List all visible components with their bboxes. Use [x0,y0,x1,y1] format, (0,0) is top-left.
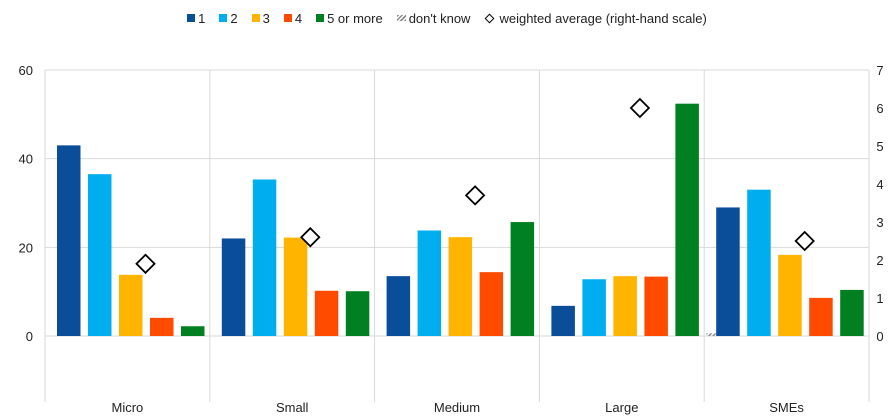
bar-1 [221,238,246,336]
legend-swatch [251,14,260,22]
y-left-tick-label: 40 [19,152,33,167]
legend-swatch [219,14,228,22]
bar-5-or-more [510,222,535,336]
weighted-average-marker [464,185,486,206]
bar-2 [582,279,606,336]
y-right-tick-label: 2 [876,253,883,268]
weighted-average-marker [794,230,815,252]
y-right-tick-label: 5 [876,139,883,154]
legend-label: 2 [230,10,238,26]
bar-4 [479,272,504,336]
category-label: Medium [434,400,480,415]
legend-item: 2 [219,10,238,26]
legend-item: 5 or more [316,11,383,26]
y-left-tick-label: 60 [19,63,33,78]
bar-1 [551,305,575,336]
category-label: Micro [112,400,144,415]
weighted-average-marker [629,97,651,119]
bar-3 [448,237,473,336]
bar-1 [57,145,81,336]
bar-3 [283,237,308,336]
y-right-tick-label: 4 [876,177,883,192]
legend-item: 3 [251,10,270,26]
bar-5-or-more [840,289,864,336]
legend-label: don't know [408,10,471,26]
bar-4 [314,290,339,336]
bar-2 [747,189,771,336]
legend-item: weighted average (right-hand scale) [484,10,707,26]
bar-2 [417,230,442,336]
legend: 1 2 3 4 5 or more don't know weighted average … [0,8,894,28]
bar-3 [778,254,802,336]
category-label: Large [605,400,638,415]
y-left-tick-label: 0 [26,329,33,344]
category-label: Small [276,400,309,415]
y-left-tick-label: 20 [19,240,33,255]
legend-swatch [187,14,196,22]
bar-2 [252,179,277,336]
legend-item: 1 [187,11,205,26]
legend-swatch [283,14,292,22]
bar-4 [150,317,174,336]
bar-3 [119,274,143,336]
legend-item: don't know [396,10,471,26]
y-right-tick-label: 0 [876,329,883,344]
bar-5-or-more [675,103,699,337]
y-right-tick-label: 3 [876,215,883,230]
bar-4 [809,297,833,336]
bar-1 [716,207,740,336]
legend-swatch [396,15,406,21]
bar-1 [386,276,411,336]
bar-2 [88,174,112,336]
weighted-average-marker [135,253,156,275]
legend-label: 5 or more [327,10,383,26]
legend-label: 4 [294,10,303,26]
bar-5-or-more [181,326,205,336]
category-label: SMEs [769,400,804,415]
legend-swatch [316,14,325,22]
legend-label: 3 [262,10,270,26]
y-right-tick-label: 1 [876,291,883,306]
bar-5-or-more [345,291,370,336]
legend-label: weighted average (right-hand scale) [499,10,707,26]
legend-item: 4 [283,10,303,26]
bar-3 [613,276,637,336]
y-right-tick-label: 6 [876,101,883,116]
y-right-tick-label: 7 [876,63,883,78]
bar-4 [644,276,668,336]
weighted-average-marker [300,226,321,248]
legend-label: 1 [198,10,206,26]
